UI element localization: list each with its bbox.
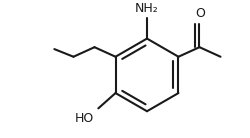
Text: NH₂: NH₂ [135, 2, 159, 15]
Text: O: O [196, 7, 205, 20]
Text: HO: HO [75, 112, 94, 125]
